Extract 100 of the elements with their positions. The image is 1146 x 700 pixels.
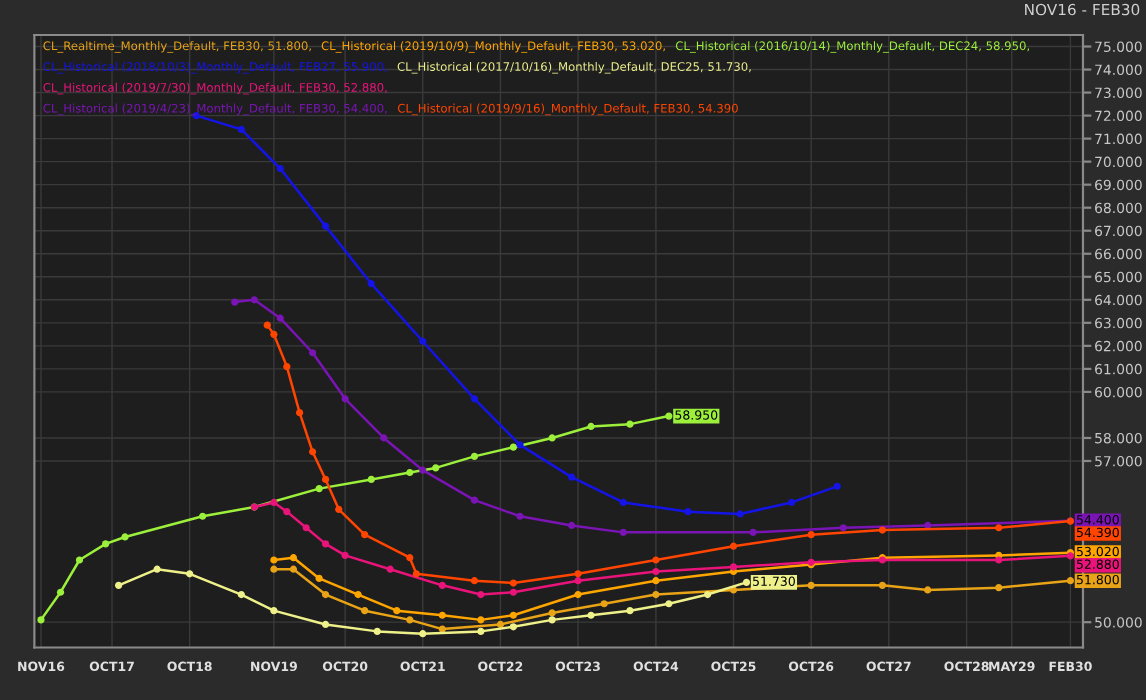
point bbox=[406, 468, 414, 477]
point bbox=[587, 422, 595, 431]
point bbox=[477, 590, 485, 599]
point bbox=[296, 409, 304, 417]
point bbox=[276, 314, 284, 322]
point bbox=[361, 531, 369, 539]
point bbox=[419, 337, 427, 345]
point bbox=[186, 570, 194, 578]
point bbox=[438, 625, 446, 633]
point bbox=[367, 280, 375, 288]
point bbox=[652, 590, 660, 599]
point bbox=[341, 551, 349, 560]
point bbox=[270, 556, 278, 564]
point bbox=[509, 579, 517, 587]
point bbox=[432, 464, 440, 472]
point bbox=[56, 588, 65, 596]
point bbox=[270, 607, 278, 615]
point bbox=[742, 578, 751, 586]
point bbox=[419, 466, 427, 474]
point bbox=[199, 512, 207, 520]
point bbox=[548, 609, 556, 617]
point bbox=[878, 581, 887, 589]
point bbox=[393, 607, 401, 615]
point bbox=[153, 565, 161, 573]
point bbox=[121, 533, 129, 541]
point bbox=[652, 577, 660, 585]
point bbox=[787, 498, 796, 507]
point bbox=[548, 616, 556, 624]
point bbox=[289, 565, 298, 573]
point bbox=[37, 616, 45, 624]
point bbox=[406, 616, 414, 624]
point bbox=[373, 627, 381, 635]
point bbox=[270, 498, 278, 507]
point bbox=[807, 531, 815, 539]
point bbox=[568, 473, 576, 481]
point bbox=[354, 590, 362, 599]
point bbox=[321, 620, 330, 629]
point bbox=[587, 611, 595, 619]
point bbox=[652, 556, 660, 564]
point bbox=[412, 570, 420, 578]
point bbox=[335, 505, 343, 513]
point bbox=[619, 528, 627, 536]
point bbox=[283, 508, 291, 516]
point bbox=[115, 581, 123, 589]
point bbox=[509, 588, 517, 596]
point bbox=[516, 441, 524, 449]
point bbox=[833, 482, 841, 490]
point bbox=[315, 485, 323, 493]
point bbox=[321, 590, 330, 599]
point bbox=[308, 448, 317, 456]
point bbox=[276, 164, 284, 173]
point bbox=[736, 510, 744, 518]
point bbox=[548, 434, 556, 442]
point bbox=[729, 542, 738, 550]
point bbox=[419, 630, 427, 638]
point bbox=[321, 540, 330, 548]
point bbox=[367, 475, 375, 484]
point bbox=[995, 524, 1003, 532]
point bbox=[652, 567, 660, 576]
point bbox=[516, 512, 524, 520]
point bbox=[315, 574, 323, 583]
point bbox=[321, 222, 330, 230]
point bbox=[729, 563, 738, 571]
point bbox=[509, 611, 517, 619]
point bbox=[684, 508, 692, 516]
point bbox=[406, 554, 414, 562]
point bbox=[386, 565, 394, 573]
point bbox=[477, 616, 485, 624]
point bbox=[839, 524, 847, 532]
point bbox=[509, 623, 517, 631]
point bbox=[250, 296, 258, 304]
point bbox=[308, 349, 317, 357]
point bbox=[302, 524, 310, 532]
point bbox=[341, 395, 349, 403]
point bbox=[807, 581, 815, 589]
point bbox=[477, 627, 485, 635]
point bbox=[438, 581, 446, 589]
point bbox=[289, 554, 298, 562]
point bbox=[470, 395, 479, 403]
point bbox=[470, 452, 479, 460]
point bbox=[924, 586, 932, 594]
point bbox=[237, 125, 245, 134]
point bbox=[703, 590, 712, 599]
point bbox=[749, 528, 757, 536]
point bbox=[665, 412, 673, 420]
point bbox=[380, 434, 388, 442]
point bbox=[438, 611, 446, 619]
point bbox=[496, 620, 505, 629]
point bbox=[102, 540, 110, 548]
point bbox=[995, 584, 1003, 592]
point bbox=[470, 577, 479, 585]
point bbox=[361, 607, 369, 615]
point bbox=[470, 496, 479, 504]
point bbox=[237, 590, 245, 599]
point bbox=[574, 590, 582, 599]
point bbox=[263, 321, 271, 329]
point bbox=[878, 526, 887, 534]
point bbox=[600, 600, 608, 608]
point bbox=[231, 298, 239, 306]
point bbox=[626, 607, 634, 615]
